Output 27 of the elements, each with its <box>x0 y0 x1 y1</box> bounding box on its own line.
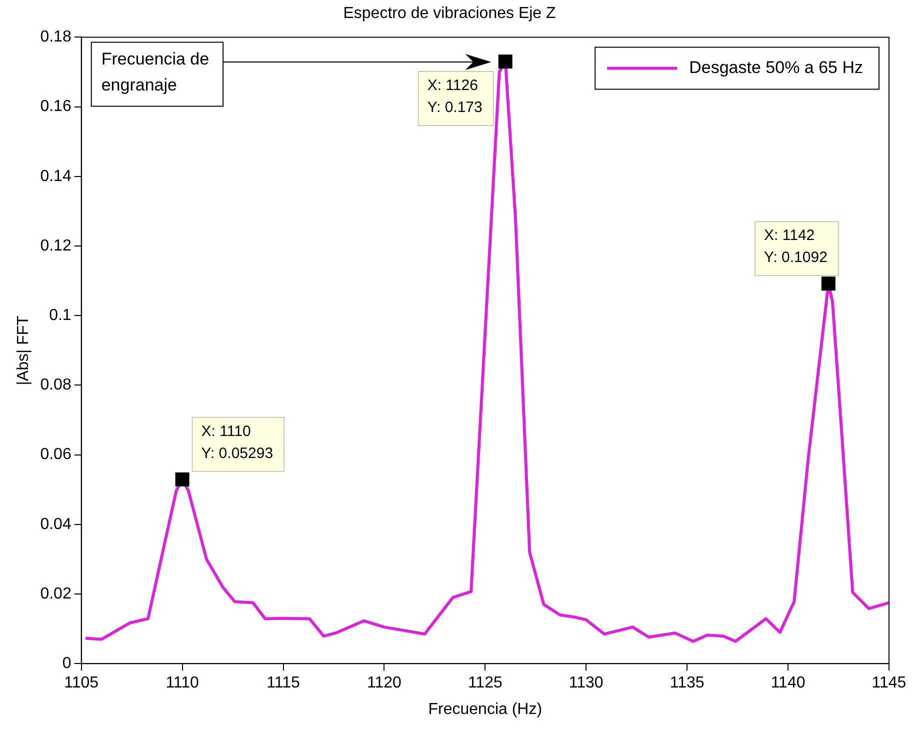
annotation: X: 1142 Y: 0.1092 <box>764 227 828 266</box>
chart-title: Espectro de vibraciones Eje Z <box>343 5 556 22</box>
x-tick-label: 1115 <box>266 674 300 692</box>
annotation: X: 1126 Y: 0.173 <box>427 77 482 116</box>
x-tick-label: 1125 <box>468 674 502 692</box>
y-tick-label: 0.12 <box>40 237 72 254</box>
x-tick-label: 1105 <box>64 674 99 692</box>
x-axis-title: Frecuencia (Hz) <box>428 700 542 718</box>
y-axis-title: |Abs| FFT <box>15 315 32 386</box>
y-tick-label: 0.02 <box>40 585 72 602</box>
x-tick-label: 1110 <box>166 674 200 692</box>
x-tick-label: 1135 <box>670 674 704 692</box>
y-tick-label: 0.16 <box>40 98 72 116</box>
x-tick-label: 1130 <box>568 674 604 692</box>
annotation: Frecuencia de engranaje <box>101 49 210 94</box>
legend-label: Desgaste 50% a 65 Hz <box>689 58 864 77</box>
y-tick-label: 0.06 <box>40 446 72 464</box>
x-tick-label: 1140 <box>770 674 806 692</box>
y-tick-label: 0.08 <box>40 376 72 394</box>
y-tick-label: 0 <box>62 655 72 672</box>
y-tick-label: 0.04 <box>40 516 72 533</box>
y-tick-label: 0.18 <box>40 28 72 46</box>
x-tick-label: 1120 <box>367 674 402 692</box>
x-tick-label: 1145 <box>872 674 906 692</box>
y-tick-label: 0.1 <box>49 307 72 324</box>
y-tick-label: 0.14 <box>40 168 72 185</box>
annotation: X: 1110 Y: 0.05293 <box>201 423 274 462</box>
